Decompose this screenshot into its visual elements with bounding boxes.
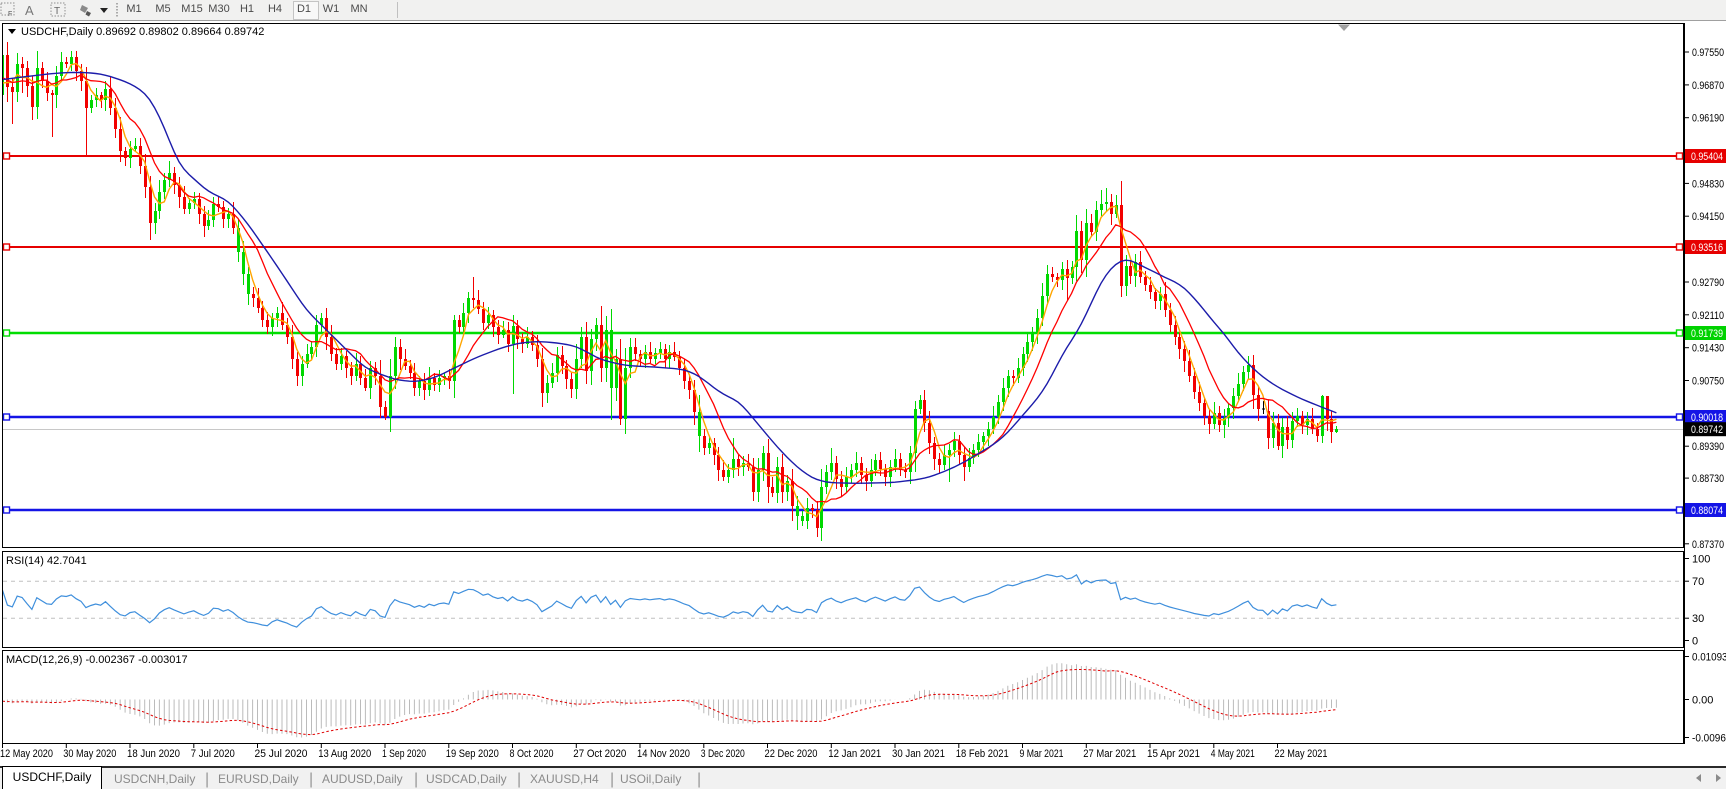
svg-text:0.88074: 0.88074: [1691, 505, 1723, 517]
svg-text:A: A: [25, 3, 34, 18]
svg-text:12 May 2020: 12 May 2020: [0, 748, 53, 760]
svg-text:100: 100: [1692, 554, 1710, 566]
svg-text:USDCHF,Daily 0.89692 0.89802: USDCHF,Daily 0.89692 0.89802 0.89664 0.8…: [21, 26, 264, 38]
svg-text:0.90018: 0.90018: [1691, 412, 1723, 424]
svg-text:19 Sep 2020: 19 Sep 2020: [446, 748, 499, 760]
svg-text:3 Dec 2020: 3 Dec 2020: [701, 748, 745, 760]
svg-text:0.93516: 0.93516: [1691, 242, 1723, 254]
svg-text:22 Dec 2020: 22 Dec 2020: [765, 748, 818, 760]
svg-text:0.00: 0.00: [1692, 695, 1713, 707]
svg-text:0.94150: 0.94150: [1692, 211, 1724, 223]
svg-text:12 Jan 2021: 12 Jan 2021: [828, 748, 881, 760]
svg-text:F: F: [8, 11, 12, 18]
svg-text:18 Feb 2021: 18 Feb 2021: [956, 748, 1009, 760]
svg-text:0.92790: 0.92790: [1692, 277, 1724, 289]
svg-text:0.91430: 0.91430: [1692, 343, 1724, 355]
svg-text:0.95404: 0.95404: [1691, 151, 1723, 163]
svg-text:0.88730: 0.88730: [1692, 473, 1724, 485]
svg-text:0.96190: 0.96190: [1692, 113, 1724, 125]
svg-text:30 Jan 2021: 30 Jan 2021: [892, 748, 945, 760]
svg-text:22 May 2021: 22 May 2021: [1275, 748, 1328, 760]
svg-text:0.92110: 0.92110: [1692, 310, 1724, 322]
svg-text:14 Nov 2020: 14 Nov 2020: [637, 748, 690, 760]
svg-text:0.97550: 0.97550: [1692, 47, 1724, 59]
svg-text:MACD(12,26,9) -0.002367 -0.003: MACD(12,26,9) -0.002367 -0.003017: [6, 654, 188, 666]
svg-text:0.010933: 0.010933: [1692, 652, 1726, 664]
svg-text:9 Mar 2021: 9 Mar 2021: [1020, 748, 1064, 760]
svg-text:4 May 2021: 4 May 2021: [1211, 748, 1255, 760]
svg-text:25 Jul 2020: 25 Jul 2020: [255, 748, 308, 760]
svg-text:15 Apr 2021: 15 Apr 2021: [1147, 748, 1200, 760]
svg-text:1 Sep 2020: 1 Sep 2020: [382, 748, 426, 760]
svg-text:RSI(14) 42.7041: RSI(14) 42.7041: [6, 555, 87, 567]
svg-text:0.91739: 0.91739: [1691, 328, 1723, 340]
svg-text:13 Aug 2020: 13 Aug 2020: [318, 748, 371, 760]
svg-text:18 Jun 2020: 18 Jun 2020: [127, 748, 180, 760]
svg-text:27 Mar 2021: 27 Mar 2021: [1083, 748, 1136, 760]
svg-text:0.89390: 0.89390: [1692, 441, 1724, 453]
svg-text:0: 0: [1692, 636, 1698, 648]
svg-text:70: 70: [1692, 576, 1704, 588]
svg-text:7 Jul 2020: 7 Jul 2020: [191, 748, 235, 760]
svg-text:30: 30: [1692, 613, 1704, 625]
svg-text:8 Oct 2020: 8 Oct 2020: [510, 748, 554, 760]
svg-text:27 Oct 2020: 27 Oct 2020: [573, 748, 626, 760]
svg-text:0.96870: 0.96870: [1692, 80, 1724, 92]
svg-text:-0.009653: -0.009653: [1692, 733, 1726, 745]
svg-text:0.94830: 0.94830: [1692, 178, 1724, 190]
svg-text:T: T: [54, 6, 60, 17]
svg-text:30 May 2020: 30 May 2020: [63, 748, 116, 760]
svg-text:0.89742: 0.89742: [1691, 424, 1723, 436]
svg-text:0.90750: 0.90750: [1692, 376, 1724, 388]
svg-text:0.87370: 0.87370: [1692, 539, 1724, 551]
